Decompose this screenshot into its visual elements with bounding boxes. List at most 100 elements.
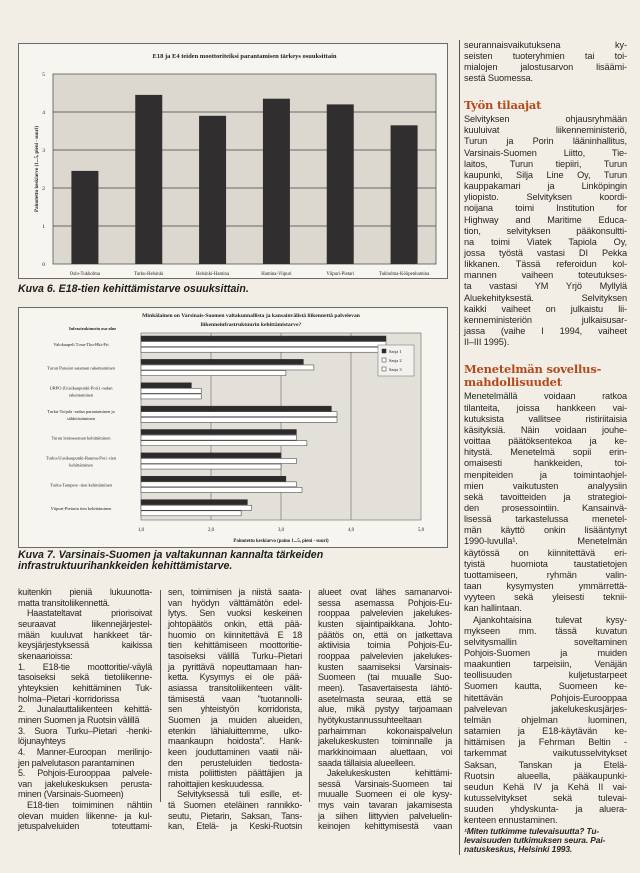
x-tick-label: Hamina-Viipuri: [261, 272, 292, 277]
text-line: voittaa päätöksentekoa ja ke-: [464, 436, 627, 447]
bar: [140, 382, 192, 388]
bar: [140, 481, 297, 488]
text-column-right: seurannaisvaikutuksena ky-seisten tuoter…: [464, 40, 627, 854]
bar: [140, 429, 297, 435]
text-line: van hyödyn välttämätön edel-: [168, 597, 302, 608]
text-line: sessa asemassa Pohjois-Eu-: [318, 597, 452, 608]
section-heading-tyon-tilaajat: Työn tilaajat: [464, 97, 542, 112]
text-line: Varsinais-Suomen Liitto, Tie-: [464, 147, 627, 158]
bar: [140, 499, 248, 505]
bar: [140, 359, 304, 365]
paragraph: E18-tien toimiminen nähtiin olevan muiden…: [18, 800, 152, 832]
bar: [140, 510, 242, 517]
bar: [135, 94, 163, 265]
text-line: ja pyrittävä nopeuttamaan han-: [168, 661, 302, 672]
text-line: laitos, Turun tiepiiri, Turun: [464, 158, 627, 169]
text-line: noijana toimi Institution for: [464, 203, 627, 214]
text-line: kuuluivat liikenneministeriö,: [464, 125, 627, 136]
text-line: E18-tien toimiminen nähtiin: [27, 800, 152, 811]
text-line: tarkemmat vaikutusselvitykset: [464, 748, 627, 759]
text-line: natuskeskus, Helsinki 1993.: [464, 843, 573, 854]
text-line: ketta. Kysymys ei ole pää-: [168, 672, 302, 683]
text-line: seuraavat liikennejärjestel-: [18, 618, 152, 629]
footnote: ¹Miten tutkimme tulevaisuutta? Tu-levais…: [464, 826, 627, 855]
text-line: mys vain tavaran jakamisesta: [318, 800, 452, 811]
bar: [140, 463, 282, 470]
bar: [140, 411, 338, 417]
text-line: keysjärjestyksessä kaikissa: [18, 640, 152, 651]
x-tick-label: Helsinki-Hamina: [196, 272, 230, 277]
text-line: kauppakamari ja Linköpingin: [464, 181, 627, 192]
paragraph: Selvityksessä tuli esille, et-tä Suomen …: [168, 789, 302, 832]
legend-label: Sarja 1: [389, 349, 402, 354]
legend-label: Sarja 2: [389, 358, 402, 363]
category-label: Turun Pansion sataman rakentaminen: [47, 366, 115, 371]
text-line: seurannaisvaikutuksena ky-: [464, 40, 627, 50]
text-line: jen palvelutason parantaminen: [18, 757, 135, 768]
text-line: kaikki vaiheet on julkaistu lii-: [464, 303, 627, 314]
paragraph: Selvityksen ohjausryhmään kuuluivat liike…: [464, 114, 627, 348]
column-divider: [459, 40, 460, 855]
text-line: jassa (vaihe I 1994, vaiheet: [464, 326, 627, 337]
text-line: lytys. Sen vuoksi keskeinen: [168, 608, 302, 619]
category-label: Turku-Toijala -radan parantaminen ja: [47, 409, 114, 414]
text-line: lisessä tarkastelussa menetel-: [464, 514, 627, 525]
category-label: kehittäminen: [69, 463, 93, 468]
text-line: aktiivisia toimia Pohjois-Eu-: [318, 640, 452, 651]
text-line: seisten tuoteryhmien tai toi-: [464, 51, 627, 62]
text-line: alue, mikä pystyy tarjoamaan: [318, 704, 452, 715]
category-label: sähköistäminen: [67, 416, 96, 421]
text-line: löjunayhteys: [18, 736, 66, 747]
bar: [199, 115, 227, 264]
y-axis-label: Painotettu keskiarvo (1...5, pieni - suu…: [35, 126, 40, 212]
text-line: tilanteita, joissa hankkeen vai-: [464, 402, 627, 413]
text-line: mien vaikutusten analyysiin: [464, 480, 627, 491]
text-line: Ajankohtaisina tulevat kysy-: [473, 614, 627, 625]
text-line: 1. E18-tie moottoritie/-väylä: [18, 661, 152, 672]
category-label: Turku-Tampere -tien kehittäminen: [50, 482, 113, 487]
text-line: kusten sijaintipaikkana. Johto-: [318, 618, 452, 629]
text-line: tyistä huomiota taustatietojen: [464, 558, 627, 569]
text-line: hittämisen ja Fehrman Beltin -: [464, 737, 627, 748]
bar: [140, 405, 332, 412]
text-line: kutuksista vallitsee ristiriitaisia: [464, 413, 627, 424]
y-tick-label: 1: [42, 224, 45, 230]
text-line: parhaimman kokonaispalvelun: [318, 725, 452, 736]
text-line: kan, Etelä- ja Keski-Ruotsin: [168, 821, 302, 832]
text-line: suuden yhdyskunta- ja aluera-: [464, 804, 627, 815]
text-line: etenkin lähialuittemme, ulko-: [168, 725, 302, 736]
category-label: Viipuri-Pietarin tien kehittäminen: [51, 506, 112, 511]
text-line: skenaarioissa:: [18, 650, 73, 661]
text-line: Selvityksessä tuli esille, et-: [177, 789, 302, 800]
text-line: muualle Suomeen ei ole kysy-: [318, 789, 452, 800]
paragraph: kuitenkin pieniä lukuunotta-matta transi…: [18, 587, 152, 608]
column-divider: [160, 590, 161, 802]
text-line: Jakelukeskusten kehittämi-: [327, 768, 452, 779]
text-line: seudun Kehä IV ja Kehä II vai-: [464, 781, 627, 792]
bar: [140, 504, 252, 511]
figure-6-chart: E18 ja E4 teiden moottoriteiksi parantam…: [18, 43, 448, 279]
category-label: Turku-Uusikaupunki-Rauma-Pori -tien: [46, 456, 117, 461]
bar: [140, 434, 297, 441]
plot-area: [52, 73, 437, 265]
y-tick-label: 5: [42, 72, 45, 78]
list-item: 5. Pohjois-Eurooppaa palvele-van jakeluk…: [18, 768, 152, 800]
bar: [140, 393, 202, 400]
legend-label: Sarja 3: [389, 367, 402, 372]
text-line: mialojen jalostusarvon lisäämi-: [464, 62, 627, 73]
bar: [140, 370, 287, 376]
text-line: rooppaa palvelevien jakelukes-: [318, 650, 452, 661]
text-line: markkinoimaan aluettaan, voi: [318, 746, 452, 757]
text-line: jetuspalveluiden toteuttami-: [18, 821, 152, 832]
text-line: maakuntien tarpeisiin, Venäjän: [464, 659, 627, 670]
text-line: den perusteluiden tiedosta-: [168, 757, 302, 768]
text-line: 1990-luvulla¹. Menetelmän: [464, 536, 627, 547]
text-line: Suomen kautta, Suomeen ke-: [464, 681, 627, 692]
text-line: kusten saamiseksi Varsinais-: [318, 661, 452, 672]
y-tick-label: 4: [42, 110, 45, 116]
text-line: yliopisto. Selvityksen koordi-: [464, 192, 627, 203]
text-line: palvelevan jakelukeskusjärjes-: [464, 703, 627, 714]
text-column-2: sen, toimimisen ja niistä saata-van hyöd…: [168, 587, 302, 832]
text-line: van jakelukeskuksen perusta-: [18, 778, 152, 789]
text-line: saada tällaisia alueelleen.: [318, 757, 416, 768]
